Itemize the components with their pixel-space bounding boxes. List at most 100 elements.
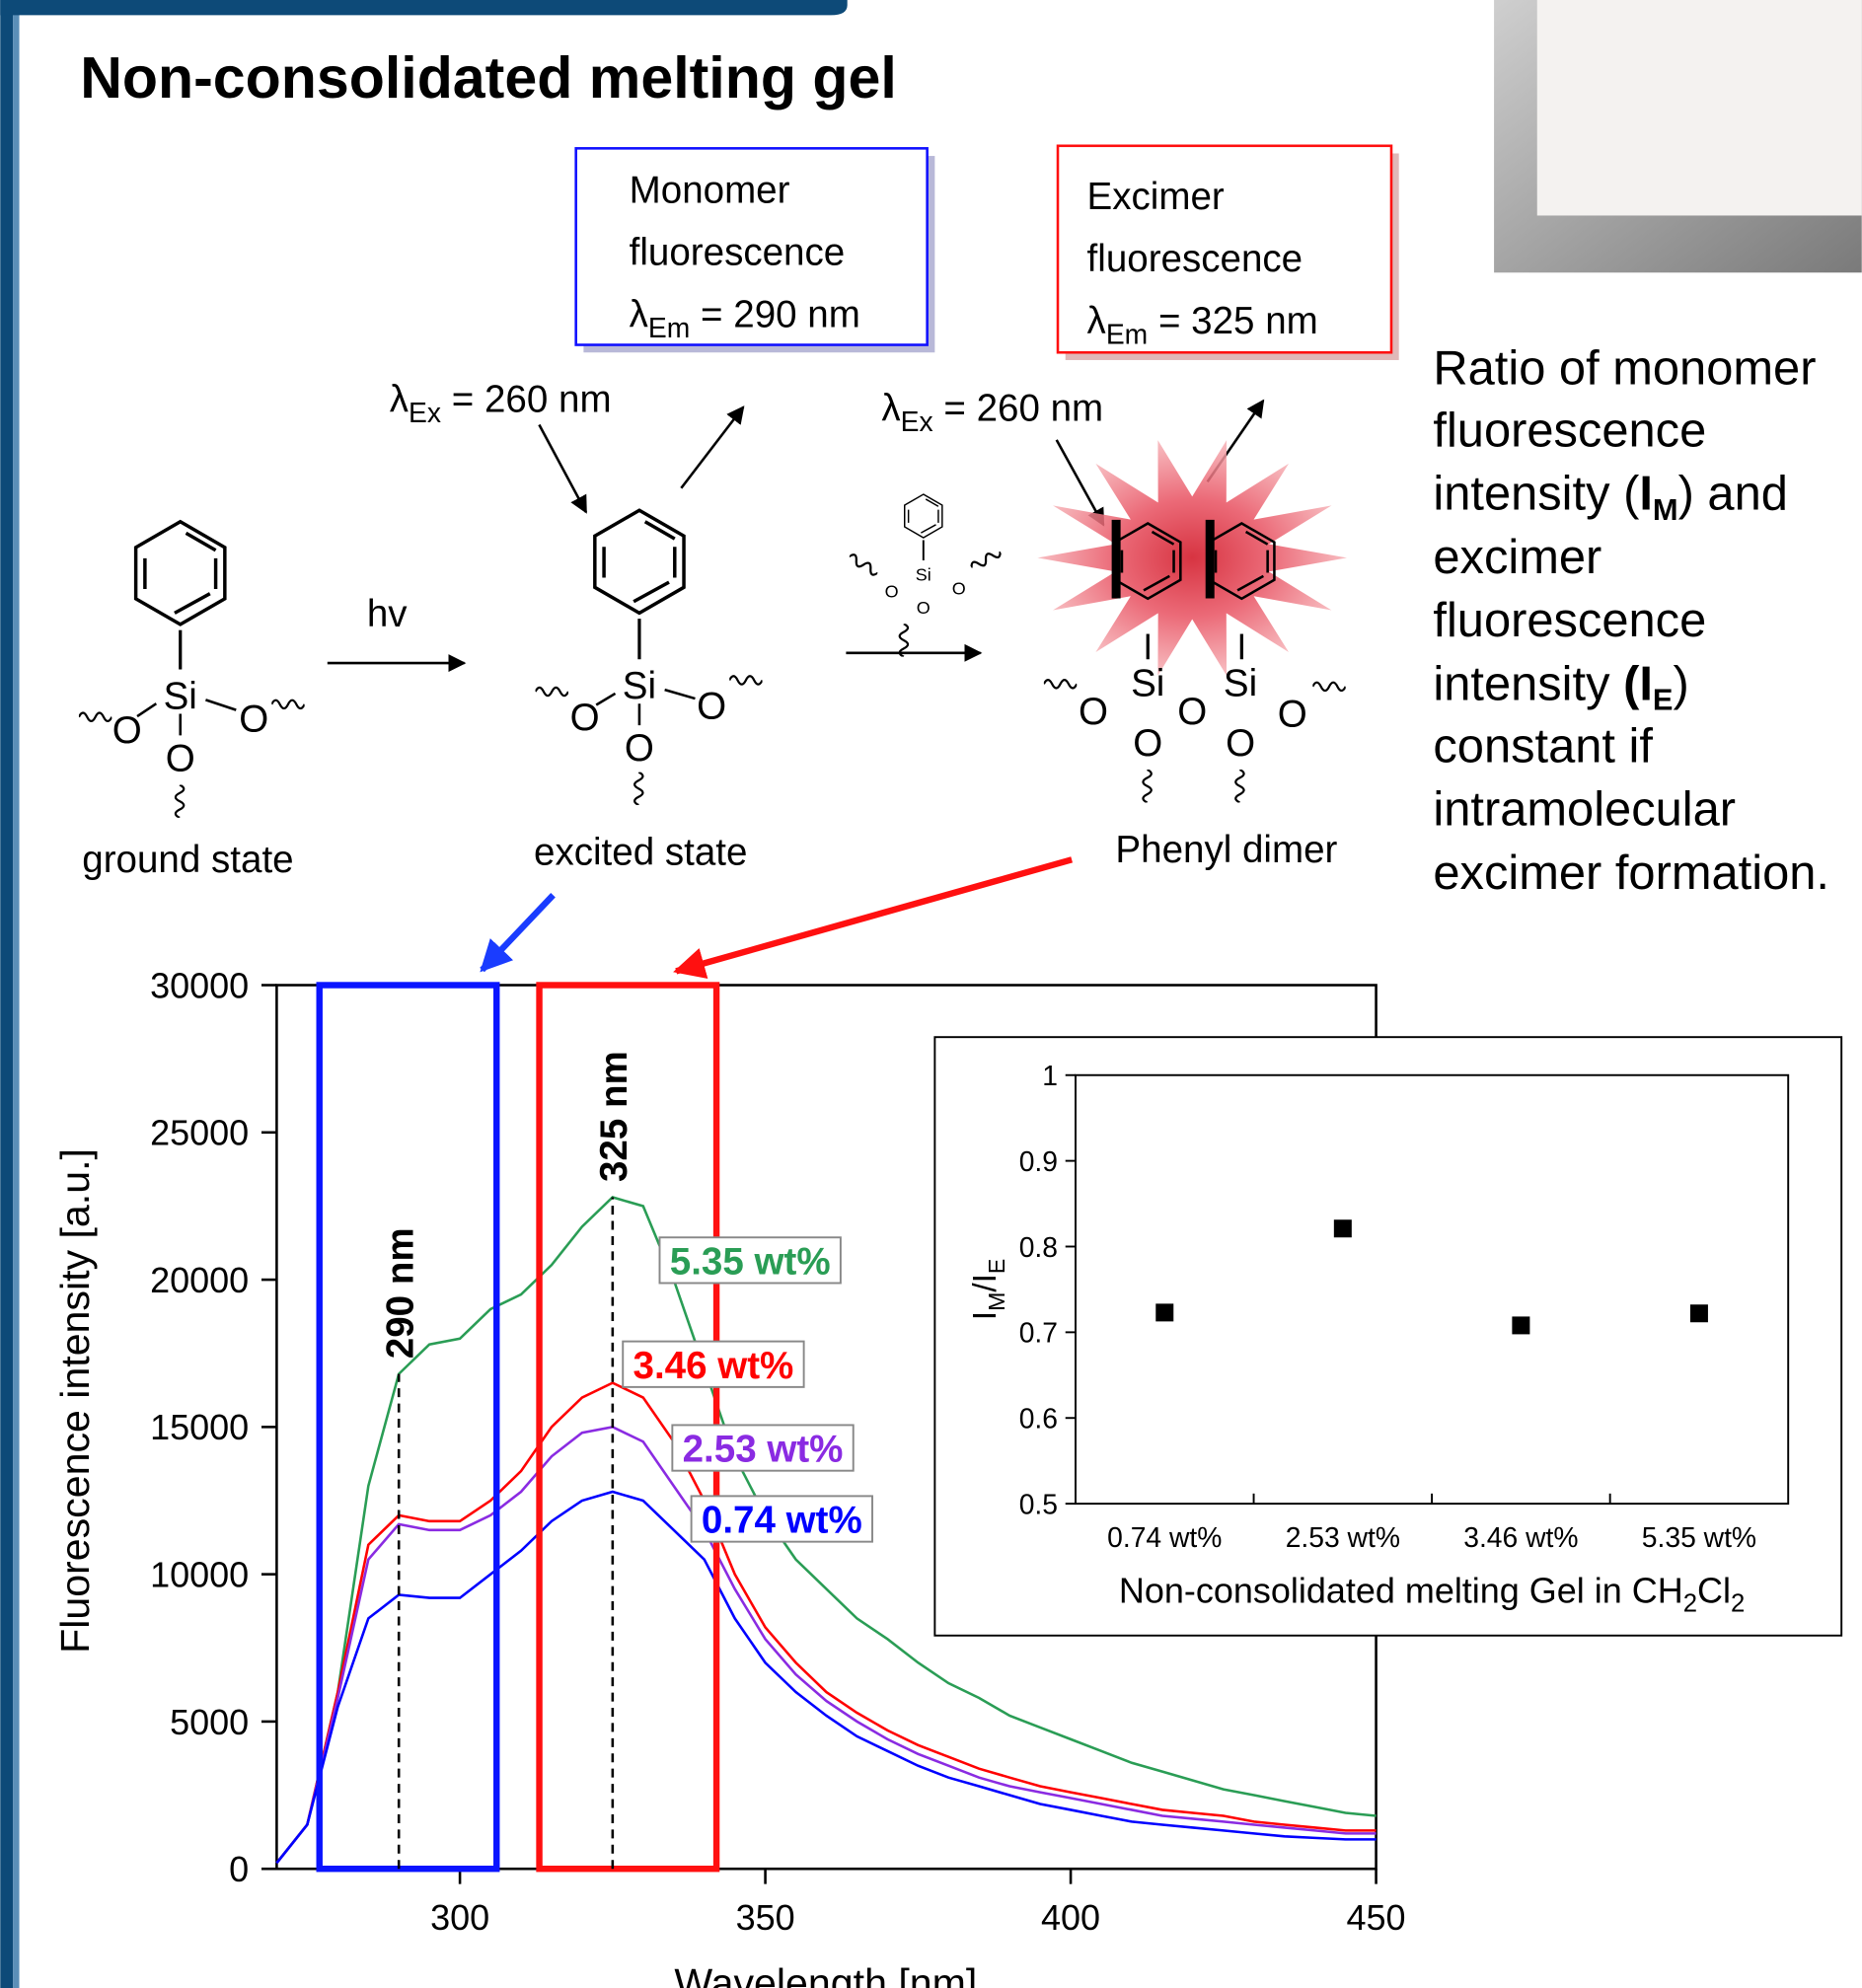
point (1512, 1316, 1529, 1334)
y-tick-label: 25000 (150, 1113, 249, 1153)
x-tick-label: 350 (736, 1897, 795, 1938)
side-text: intensity (IM) and (1433, 468, 1788, 527)
lambda: λ (881, 388, 900, 430)
benzene (595, 510, 684, 613)
box-text: fluorescence (630, 232, 846, 274)
excitation: λEx = 260 nm (881, 388, 1103, 437)
pointer-arrow (483, 895, 554, 970)
hv: hv (367, 593, 408, 635)
x-tick-label: 2.53 wt% (1286, 1521, 1400, 1553)
atom: Si (623, 665, 656, 707)
atom: O (239, 698, 268, 740)
state-label: excited state (534, 831, 747, 873)
wave (1312, 683, 1345, 691)
symbol: (I (1623, 657, 1653, 710)
state-label: ground state (82, 839, 293, 881)
benzene (136, 522, 225, 625)
annotation-label: 325 nm (593, 1051, 635, 1182)
y-tick-label: 30000 (150, 965, 249, 1005)
left-border (0, 0, 13, 1988)
lambda: λ (630, 294, 648, 336)
text: ) and (1678, 468, 1788, 521)
y-tick-label: 0 (229, 1849, 249, 1889)
x-axis-label: Non-consolidated melting Gel in CH2Cl2 (1119, 1570, 1745, 1617)
page: Non-consolidated melting gel {"header": … (0, 0, 1862, 1988)
x-tick-label: 300 (430, 1897, 489, 1938)
side-text: constant if (1433, 719, 1653, 773)
atom: O (1177, 691, 1207, 733)
atom: O (1226, 722, 1255, 765)
y-axis-label: Fluorescence intensity [a.u.] (52, 1148, 98, 1654)
excitation: λEx = 260 nm (390, 379, 612, 428)
subscript: Em (648, 312, 690, 343)
subscript: E (984, 1259, 1009, 1274)
y-tick-label: 1 (1042, 1060, 1058, 1091)
arrow (539, 425, 586, 513)
box-text: Monomer (630, 170, 790, 212)
lambda: λ (390, 379, 409, 421)
subscript: M (1653, 492, 1678, 527)
wave (536, 688, 568, 696)
symbol: I (1639, 468, 1653, 521)
glow (1037, 440, 1347, 676)
excimer-glow (1037, 440, 1347, 676)
side-text: intramolecular (1433, 783, 1736, 837)
x-tick-label: 450 (1347, 1897, 1406, 1938)
side-text: excimer formation. (1433, 847, 1829, 900)
text: = 290 nm (690, 294, 860, 336)
atom: Si (164, 675, 197, 717)
y-tick-label: 5000 (170, 1702, 249, 1742)
wave (848, 552, 880, 576)
wave (79, 713, 112, 721)
atom: O (625, 727, 654, 770)
atom: O (885, 581, 899, 601)
header-bar (0, 0, 847, 15)
wave (1143, 770, 1151, 802)
atom: Si (916, 565, 931, 585)
side-text: intensity (IE) (1433, 657, 1688, 716)
text: = 260 nm (933, 388, 1104, 430)
side-text: excimer (1433, 531, 1601, 584)
box-text: fluorescence (1087, 238, 1303, 280)
legend-label: 5.35 wt% (670, 1241, 831, 1284)
text: Non-consolidated melting Gel in CH (1119, 1570, 1683, 1610)
title: Non-consolidated melting gel (80, 44, 897, 110)
atom: O (952, 579, 966, 599)
inset-chart: IM/IE Non-consolidated melting Gel in CH… (934, 1037, 1841, 1636)
point (1155, 1303, 1173, 1321)
legend-label: 0.74 wt% (702, 1500, 862, 1542)
y-tick-label: 0.8 (1019, 1231, 1058, 1263)
atom: Si (1131, 663, 1164, 705)
subscript: 2 (1683, 1589, 1697, 1617)
body: Non-consolidated melting gel Monomer flu… (0, 0, 1862, 1988)
atom: O (1278, 693, 1307, 735)
subscript: Em (1106, 318, 1148, 349)
state-label: Phenyl dimer (1115, 829, 1337, 871)
subscript: M (984, 1292, 1009, 1311)
subscript: Ex (409, 397, 441, 428)
y-tick-label: 0.7 (1019, 1317, 1058, 1349)
box-text: Excimer (1087, 176, 1225, 218)
point (1690, 1304, 1708, 1322)
legend-label: 3.46 wt% (633, 1345, 794, 1387)
wave (1044, 680, 1077, 688)
side-text: fluorescence (1433, 404, 1706, 457)
annotation-label: 290 nm (379, 1227, 421, 1359)
subscript: 2 (1731, 1589, 1745, 1617)
text: I (967, 1311, 1004, 1320)
side-text: fluorescence (1433, 594, 1706, 647)
y-tick-label: 0.9 (1019, 1145, 1058, 1177)
y-tick-label: 20000 (150, 1260, 249, 1300)
left-border-light (13, 0, 19, 1988)
wave (634, 773, 642, 805)
arrow (681, 407, 743, 488)
atom: O (1133, 722, 1162, 765)
text: ) (1673, 657, 1688, 710)
x-tick-label: 5.35 wt% (1642, 1521, 1756, 1553)
lambda: λ (1087, 300, 1106, 342)
text: intensity (1433, 657, 1623, 710)
x-tick-label: 400 (1041, 1897, 1100, 1938)
x-tick-label: 3.46 wt% (1463, 1521, 1578, 1553)
photo (1537, 0, 1862, 215)
subscript: E (1653, 683, 1674, 717)
